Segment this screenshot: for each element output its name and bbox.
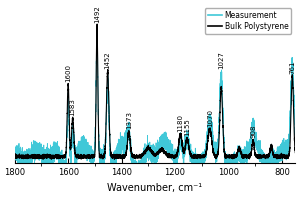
Measurement: [192, 156, 196, 158]
Measurement: [95, 24, 99, 26]
Text: 1600: 1600: [65, 64, 71, 82]
Bulk Polystyrene: [95, 23, 99, 25]
Measurement: [128, 131, 131, 133]
Text: 1155: 1155: [184, 119, 190, 136]
Measurement: [293, 139, 297, 142]
Measurement: [277, 164, 280, 166]
Text: 1027: 1027: [218, 51, 224, 69]
Bulk Polystyrene: [70, 119, 74, 122]
Text: 1452: 1452: [105, 51, 111, 69]
Legend: Measurement, Bulk Polystyrene: Measurement, Bulk Polystyrene: [205, 8, 291, 34]
Bulk Polystyrene: [128, 131, 131, 133]
Bulk Polystyrene: [192, 156, 196, 158]
Measurement: [85, 150, 89, 152]
Bulk Polystyrene: [112, 158, 116, 160]
X-axis label: Wavenumber, cm⁻¹: Wavenumber, cm⁻¹: [107, 183, 202, 193]
Text: 908: 908: [250, 124, 256, 138]
Line: Measurement: Measurement: [15, 25, 295, 165]
Measurement: [115, 151, 119, 153]
Bulk Polystyrene: [85, 155, 89, 158]
Measurement: [70, 133, 74, 135]
Text: 1492: 1492: [94, 5, 100, 23]
Measurement: [13, 155, 16, 157]
Text: 1070: 1070: [207, 109, 213, 127]
Text: 1583: 1583: [70, 98, 76, 116]
Text: 761: 761: [289, 61, 295, 74]
Bulk Polystyrene: [279, 155, 283, 157]
Text: 1373: 1373: [126, 112, 132, 129]
Bulk Polystyrene: [13, 155, 16, 157]
Bulk Polystyrene: [293, 151, 297, 154]
Line: Bulk Polystyrene: Bulk Polystyrene: [15, 24, 295, 159]
Measurement: [279, 154, 283, 156]
Bulk Polystyrene: [115, 155, 119, 158]
Text: 1180: 1180: [177, 114, 183, 132]
